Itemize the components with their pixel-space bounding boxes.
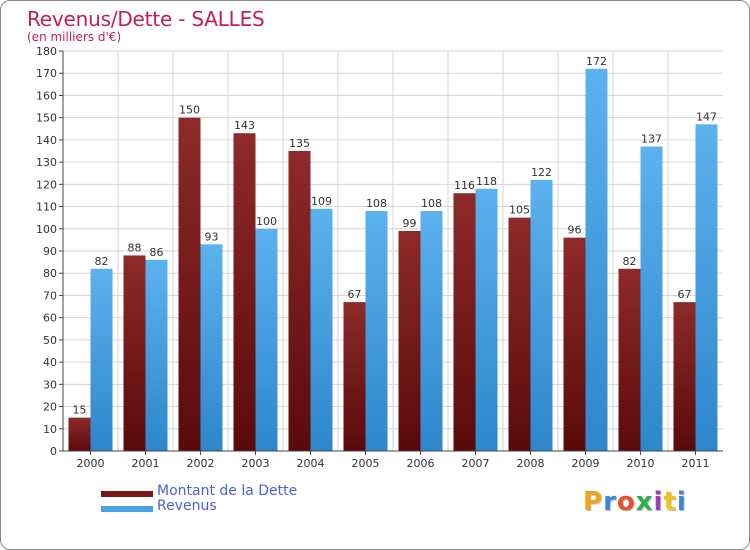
data-label: 67 <box>678 288 692 301</box>
bar-revenue <box>640 146 663 452</box>
y-tick-label: 140 <box>36 134 57 147</box>
bar-debt <box>123 255 146 451</box>
data-label: 93 <box>205 230 219 243</box>
data-labels: 15 82 88 86 150 93 143 100 135 109 67 108 99 108 116 11… <box>73 55 718 417</box>
data-label: 100 <box>256 215 277 228</box>
bar-debt <box>673 302 696 451</box>
bar-debt <box>343 302 366 451</box>
x-tick-label: 2010 <box>627 457 655 470</box>
data-label: 122 <box>531 166 552 179</box>
y-tick-label: 150 <box>36 112 57 125</box>
axes: 0 10 20 30 40 50 60 70 80 90 100 110 120 130 140 150 160… <box>36 45 723 470</box>
logo-letter: i <box>676 487 687 517</box>
data-label: 99 <box>403 217 417 230</box>
grid <box>63 50 723 452</box>
legend-label-debt: Montant de la Dette <box>157 483 298 499</box>
bar-revenue <box>310 208 333 451</box>
x-tick-label: 2009 <box>572 457 600 470</box>
y-tick-label: 70 <box>43 289 57 302</box>
x-tick-label: 2003 <box>242 457 270 470</box>
data-label: 86 <box>150 246 164 259</box>
x-tick-label: 2008 <box>517 457 545 470</box>
data-label: 109 <box>311 195 332 208</box>
y-tick-label: 60 <box>43 312 57 325</box>
data-label: 82 <box>623 255 637 268</box>
bar-revenue <box>420 211 443 451</box>
bar-debt <box>233 133 256 451</box>
proxiti-logo: Proxiti <box>583 487 687 517</box>
data-label: 82 <box>95 255 109 268</box>
chart-subtitle: (en milliers d'€) <box>27 30 122 44</box>
data-label: 108 <box>366 197 387 210</box>
legend-label-revenue: Revenus <box>157 498 217 514</box>
logo-letter: t <box>663 487 677 517</box>
data-label: 96 <box>568 224 582 237</box>
y-tick-label: 110 <box>36 201 57 214</box>
data-label: 105 <box>509 204 530 217</box>
chart-title: Revenus/Dette - SALLES <box>27 7 265 31</box>
data-label: 135 <box>289 137 310 150</box>
x-tick-label: 2004 <box>297 457 325 470</box>
logo-letter: r <box>603 487 617 517</box>
logo-letter: i <box>653 487 664 517</box>
x-tick-label: 2005 <box>352 457 380 470</box>
y-tick-label: 30 <box>43 378 57 391</box>
data-label: 116 <box>454 179 475 192</box>
bar-debt <box>68 417 91 451</box>
bar-revenue <box>365 211 388 451</box>
bar-debt <box>178 117 201 452</box>
data-label: 137 <box>641 133 662 146</box>
data-label: 150 <box>179 104 200 117</box>
logo-letter: P <box>583 487 604 517</box>
logo-letter: x <box>635 487 654 517</box>
data-label: 15 <box>73 404 87 417</box>
x-tick-label: 2002 <box>187 457 215 470</box>
y-tick-label: 170 <box>36 67 57 80</box>
data-label: 143 <box>234 119 255 132</box>
x-tick-label: 2000 <box>77 457 105 470</box>
bar-revenue <box>90 268 113 451</box>
bar-debt <box>563 237 586 451</box>
x-tick-label: 2006 <box>407 457 435 470</box>
bar-debt <box>453 193 476 451</box>
x-tick-label: 2007 <box>462 457 490 470</box>
y-tick-label: 40 <box>43 356 57 369</box>
bar-debt <box>288 151 311 451</box>
bars <box>68 68 718 452</box>
data-label: 88 <box>128 241 142 254</box>
data-label: 108 <box>421 197 442 210</box>
data-label: 147 <box>696 110 717 123</box>
y-tick-label: 120 <box>36 178 57 191</box>
bar-revenue <box>145 259 168 451</box>
bar-revenue <box>530 179 553 451</box>
y-tick-label: 130 <box>36 156 57 169</box>
data-label: 118 <box>476 175 497 188</box>
legend-swatch-revenue <box>101 506 153 512</box>
y-tick-label: 80 <box>43 267 57 280</box>
y-tick-label: 160 <box>36 89 57 102</box>
logo-letter: o <box>616 487 636 517</box>
bar-debt <box>508 217 531 451</box>
bar-revenue <box>200 244 223 451</box>
data-label: 172 <box>586 55 607 68</box>
bar-revenue <box>255 228 278 451</box>
data-label: 67 <box>348 288 362 301</box>
y-tick-label: 10 <box>43 423 57 436</box>
legend-swatch-debt <box>101 491 153 497</box>
y-tick-label: 20 <box>43 401 57 414</box>
bar-debt <box>398 231 421 451</box>
y-tick-label: 90 <box>43 245 57 258</box>
y-tick-label: 180 <box>36 45 57 58</box>
bar-revenue <box>475 188 498 451</box>
y-tick-label: 0 <box>50 445 57 458</box>
y-tick-label: 100 <box>36 223 57 236</box>
bar-debt <box>618 268 641 451</box>
x-tick-label: 2011 <box>682 457 710 470</box>
y-tick-label: 50 <box>43 334 57 347</box>
bar-revenue <box>585 68 608 452</box>
bar-revenue <box>695 124 718 451</box>
x-tick-label: 2001 <box>132 457 160 470</box>
